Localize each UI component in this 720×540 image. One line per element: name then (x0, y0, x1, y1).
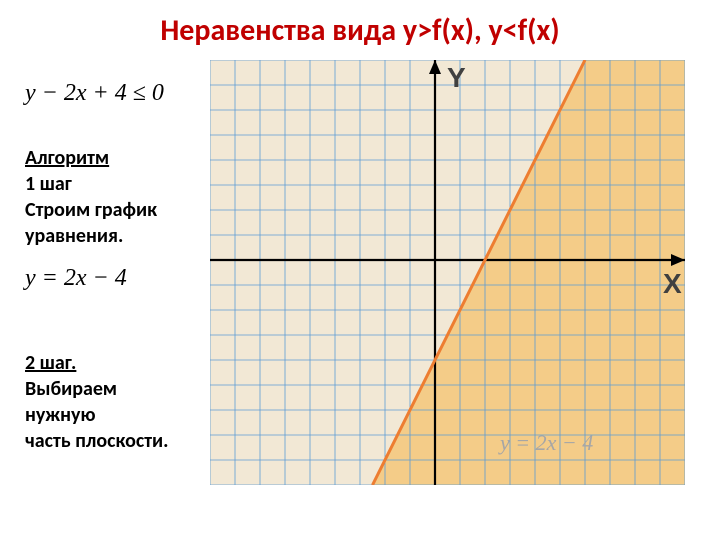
inequality-formula: y − 2x + 4 ≤ 0 (25, 80, 164, 107)
equation-formula: y = 2x − 4 (25, 265, 127, 292)
page-title: Неравенства вида y>f(x), y<f(x) (0, 12, 720, 49)
algo2-line2: Выбираем (25, 377, 117, 401)
algo1-line2: Строим график (25, 198, 157, 222)
inequality-chart: Y X y = 2x − 4 (210, 60, 685, 485)
y-axis-label: Y (447, 62, 466, 94)
algorithm-step-1: Алгоритм 1 шаг Строим график уравнения. (25, 145, 157, 249)
algo1-heading: Алгоритм (25, 146, 109, 170)
algorithm-step-2: 2 шаг. Выбираем нужную часть плоскости. (25, 350, 168, 454)
chart-svg (210, 60, 685, 485)
overlay-formula: y = 2x − 4 (500, 430, 593, 456)
algo1-line1: 1 шаг (25, 172, 72, 196)
algo2-line3: нужную (25, 403, 96, 427)
x-axis-label: X (663, 268, 682, 300)
algo2-line1: 2 шаг. (25, 351, 76, 375)
algo2-line4: часть плоскости. (25, 429, 168, 453)
algo1-line3: уравнения. (25, 224, 123, 248)
